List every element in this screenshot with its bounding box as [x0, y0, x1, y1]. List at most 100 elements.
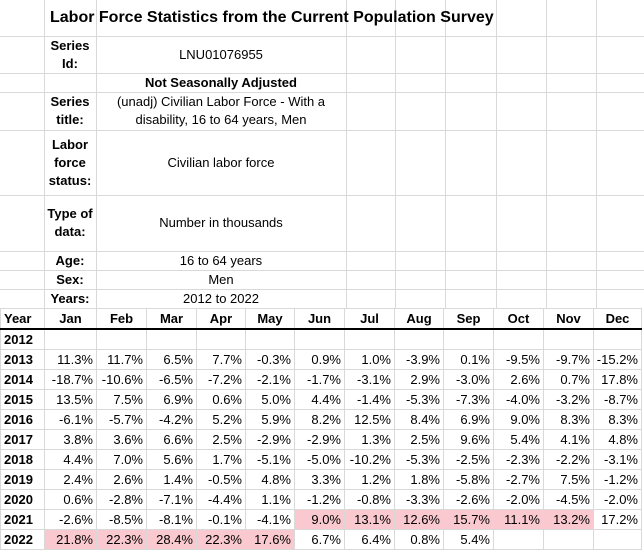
value-cell: -0.1% — [196, 509, 246, 530]
year-cell: 2019 — [0, 469, 45, 490]
value-cell: -2.3% — [493, 449, 544, 470]
value-cell: -2.0% — [493, 489, 544, 510]
value-cell: 4.8% — [593, 429, 642, 450]
value-cell — [146, 328, 197, 350]
gridline — [0, 289, 644, 290]
value-cell: -2.7% — [493, 469, 544, 490]
gridline — [0, 270, 644, 271]
value-cell — [394, 328, 444, 350]
column-header: Year — [0, 308, 45, 330]
value-cell — [294, 328, 345, 350]
value-cell: 7.5% — [543, 469, 594, 490]
value-cell: -10.2% — [344, 449, 395, 470]
value-cell: 2.9% — [394, 369, 444, 390]
value-cell: 6.9% — [146, 389, 197, 410]
year-cell: 2016 — [0, 409, 45, 430]
value-cell: -7.1% — [146, 489, 197, 510]
value-cell: -2.5% — [443, 449, 494, 470]
value-cell: 6.6% — [146, 429, 197, 450]
value-cell: 8.3% — [593, 409, 642, 430]
value-cell: 22.3% — [196, 529, 246, 550]
value-cell: -5.8% — [443, 469, 494, 490]
gridline — [0, 73, 644, 74]
value-cell: 0.7% — [543, 369, 594, 390]
table-row: 2015 13.5% 7.5% 6.9% 0.6% 5.0% 4.4% -1.4% -5.3% -… — [0, 389, 642, 410]
column-header: Jan — [44, 308, 97, 330]
value-cell: -2.2% — [543, 449, 594, 470]
value-cell: 8.2% — [294, 409, 345, 430]
year-cell: 2017 — [0, 429, 45, 450]
value-cell: -1.2% — [593, 469, 642, 490]
value-cell: -3.2% — [543, 389, 594, 410]
column-header: Feb — [96, 308, 147, 330]
value-cell: 5.4% — [443, 529, 494, 550]
value-cell: 3.3% — [294, 469, 345, 490]
value-cell: 5.2% — [196, 409, 246, 430]
value-cell: -4.1% — [245, 509, 295, 530]
value-cell: -3.9% — [394, 349, 444, 370]
adjustment-value: Not Seasonally Adjusted — [145, 74, 297, 90]
value-cell: -1.7% — [294, 369, 345, 390]
value-cell: 11.1% — [493, 509, 544, 530]
table-row: 2019 2.4% 2.6% 1.4% -0.5% 4.8% 3.3% 1.2% 1.8% -5.… — [0, 469, 642, 490]
value-cell: -18.7% — [44, 369, 97, 390]
value-cell: -9.5% — [493, 349, 544, 370]
value-cell: 13.1% — [344, 509, 395, 530]
value-cell: 22.3% — [96, 529, 147, 550]
value-cell: -6.1% — [44, 409, 97, 430]
table-row: 2012 — [0, 328, 642, 350]
value-cell: 8.3% — [543, 409, 594, 430]
table-row: 2021 -2.6% -8.5% -8.1% -0.1% -4.1% 9.0% 13.1% 12… — [0, 509, 642, 530]
value-cell: 6.4% — [344, 529, 395, 550]
value-cell: -2.6% — [44, 509, 97, 530]
value-cell — [245, 328, 295, 350]
age-value: 16 to 64 years — [179, 252, 263, 268]
value-cell: 11.7% — [96, 349, 147, 370]
value-cell: 5.0% — [245, 389, 295, 410]
type-of-data-value: Number in thousands — [159, 215, 283, 230]
value-cell: -1.2% — [294, 489, 345, 510]
value-cell: -2.6% — [443, 489, 494, 510]
gridline — [0, 130, 644, 131]
gridline — [445, 0, 446, 308]
value-cell: -10.6% — [96, 369, 147, 390]
value-cell: -3.1% — [344, 369, 395, 390]
value-cell: 5.6% — [146, 449, 197, 470]
value-cell: -3.3% — [394, 489, 444, 510]
value-cell: -0.3% — [245, 349, 295, 370]
value-cell: 5.4% — [493, 429, 544, 450]
value-cell: -5.3% — [394, 389, 444, 410]
series-title-label: Series title: — [50, 94, 90, 127]
value-cell: -15.2% — [593, 349, 642, 370]
value-cell: -4.2% — [146, 409, 197, 430]
column-header: Dec — [593, 308, 642, 330]
value-cell: -8.1% — [146, 509, 197, 530]
value-cell — [344, 328, 395, 350]
value-cell: 1.7% — [196, 449, 246, 470]
value-cell — [543, 328, 594, 350]
column-header: Mar — [146, 308, 197, 330]
value-cell: 0.1% — [443, 349, 494, 370]
column-header: Jul — [344, 308, 395, 330]
value-cell: 17.8% — [593, 369, 642, 390]
value-cell: -5.1% — [245, 449, 295, 470]
series-id-value: LNU01076955 — [179, 46, 263, 62]
value-cell: -3.1% — [593, 449, 642, 470]
gridline — [546, 0, 547, 308]
value-cell: -5.3% — [394, 449, 444, 470]
year-cell: 2014 — [0, 369, 45, 390]
value-cell — [96, 328, 147, 350]
value-cell — [443, 328, 494, 350]
value-cell: -4.5% — [543, 489, 594, 510]
value-cell: 1.0% — [344, 349, 395, 370]
value-cell — [44, 328, 97, 350]
years-value: 2012 to 2022 — [183, 290, 259, 306]
value-cell — [196, 328, 246, 350]
gridline — [0, 36, 644, 37]
year-cell: 2021 — [0, 509, 45, 530]
value-cell: 6.7% — [294, 529, 345, 550]
value-cell: 1.8% — [394, 469, 444, 490]
gridline — [0, 92, 644, 93]
gridline — [96, 0, 97, 308]
